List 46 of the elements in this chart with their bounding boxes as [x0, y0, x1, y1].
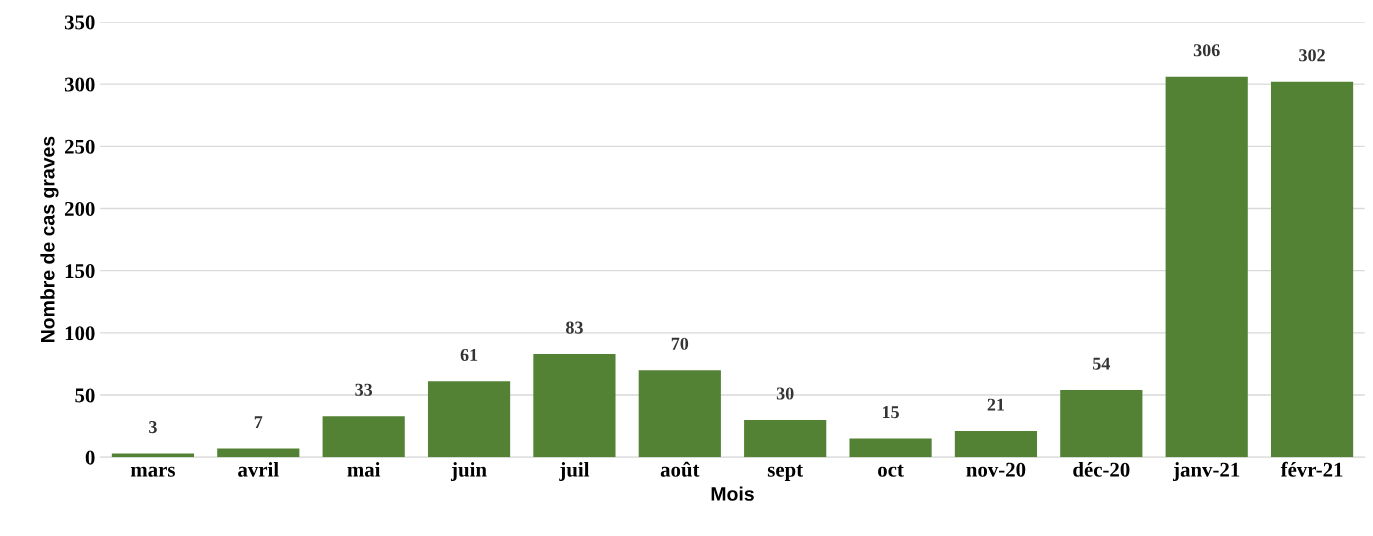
y-tick-label: 250 — [64, 139, 95, 154]
data-label: 306 — [1193, 44, 1220, 57]
bar — [849, 438, 932, 458]
y-tick-label: 300 — [64, 77, 95, 92]
x-tick-label: nov-20 — [966, 462, 1026, 477]
bar — [744, 419, 827, 458]
x-tick-label: juil — [559, 462, 590, 481]
data-label: 15 — [882, 406, 899, 419]
x-tick-label: avril — [238, 462, 279, 477]
y-tick-label: 350 — [64, 15, 95, 30]
data-label: 83 — [566, 321, 583, 334]
x-axis-title: Mois — [711, 486, 754, 501]
y-tick-label: 50 — [75, 388, 95, 403]
bar — [954, 431, 1038, 458]
y-tick-label: 150 — [65, 264, 95, 279]
data-label: 302 — [1299, 49, 1325, 62]
x-tick-label: août — [660, 461, 700, 477]
x-tick-label: mars — [130, 466, 175, 477]
bar — [638, 370, 721, 458]
data-label: 3 — [149, 421, 157, 434]
data-label: 7 — [254, 416, 263, 428]
x-tick-label: déc-20 — [1073, 462, 1130, 477]
data-label: 30 — [776, 387, 794, 400]
y-axis-title: Nombre de cas graves — [40, 136, 59, 343]
y-tick-label: 100 — [65, 326, 95, 341]
x-tick-label: mai — [347, 462, 381, 477]
bar — [427, 381, 511, 458]
bar — [111, 453, 195, 458]
data-label: 70 — [671, 337, 689, 350]
bar — [1270, 81, 1354, 458]
x-tick-label: oct — [878, 464, 904, 477]
x-tick-label: sept — [767, 464, 804, 481]
data-label: 21 — [987, 398, 1005, 411]
bar — [1060, 390, 1143, 458]
data-label: 61 — [460, 348, 478, 362]
y-tick-label: 200 — [64, 201, 95, 216]
bar — [533, 354, 616, 458]
x-tick-label: juin — [450, 462, 487, 481]
bar — [217, 448, 300, 458]
x-tick-label: janv-21 — [1172, 462, 1240, 481]
data-label: 54 — [1093, 357, 1111, 370]
data-label: 33 — [355, 383, 373, 396]
bar — [322, 416, 405, 458]
x-tick-label: févr-21 — [1280, 461, 1343, 477]
y-tick-label: 0 — [85, 450, 95, 465]
bar — [1165, 76, 1248, 458]
